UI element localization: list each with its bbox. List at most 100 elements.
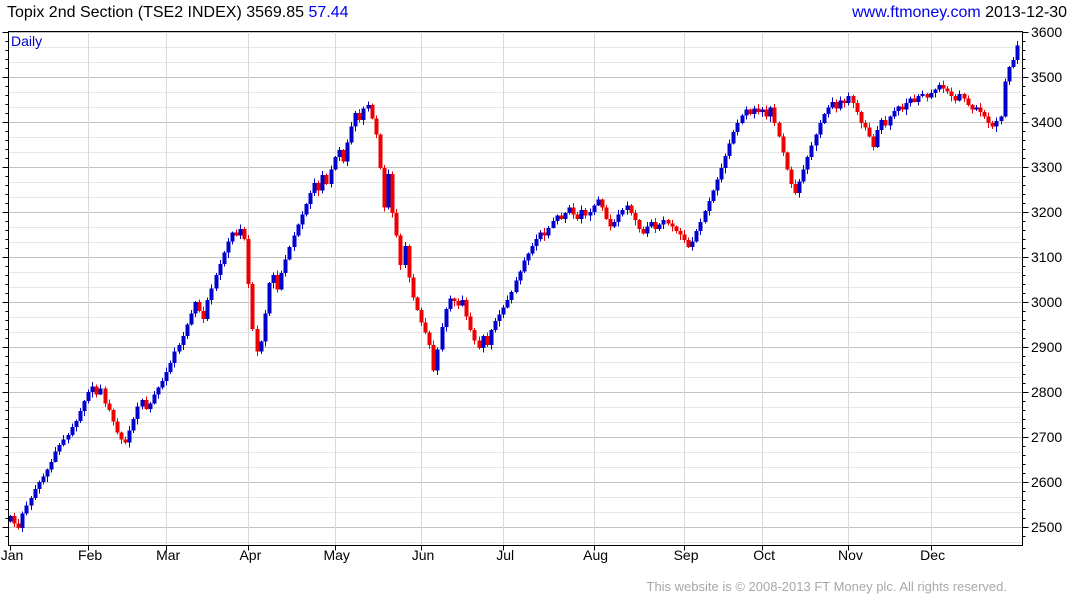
candle-body-down [756,108,761,113]
candle-body-down [559,215,564,219]
candle-body-down [986,116,991,123]
header-right: www.ftmoney.com 2013-12-30 [852,4,1067,22]
candle-body-up [904,103,909,110]
candle-body-up [612,221,617,227]
candle-body-up [292,235,297,248]
candle-body-up [957,94,962,101]
candle-body-up [760,109,765,113]
candle-body-up [33,488,38,498]
y-axis-label: 3300 [1031,159,1062,175]
candle-body-up [24,505,29,514]
y-axis-label: 3500 [1031,69,1062,85]
candle-body-down [871,136,876,147]
site-link[interactable]: www.ftmoney.com [852,4,981,21]
candle-body-down [953,95,958,101]
candle-body-up [66,434,71,440]
candle-body-down [477,340,482,348]
candle-body-up [226,241,231,253]
candle-body-down [119,432,124,440]
candle-body-up [205,299,210,320]
x-axis-month-label: May [323,547,349,563]
candle-body-down [382,167,387,208]
candle-body-down [867,127,872,137]
candle-body-up [538,232,543,239]
candle-body-down [678,230,683,235]
candle-body-down [970,104,975,110]
candle-body-up [518,271,523,281]
candle-body-up [546,227,551,236]
chart-change-value: 57.44 [308,4,349,21]
candle-body-up [361,108,366,120]
candle-body-up [489,329,494,345]
candle-body-up [37,482,42,489]
candle-body-down [107,403,112,410]
candle-body-down [115,421,120,433]
candle-body-up [353,113,358,127]
candle-body-down [653,221,658,230]
x-axis-month-label: Oct [753,547,775,563]
candle-body-up [555,215,560,221]
candle-body-down [316,182,321,191]
candle-body-up [160,380,165,388]
candle-body-up [230,232,235,242]
candle-body-down [966,98,971,105]
candle-body-up [534,239,539,246]
candle-body-up [616,214,621,222]
candle-body-up [70,427,75,435]
candle-body-up [78,410,83,421]
candle-body-down [423,322,428,333]
candle-body-up [493,320,498,330]
candle-body-down [485,335,490,345]
candle-body-up [929,92,934,98]
candle-body-up [896,106,901,111]
candle-body-up [189,313,194,325]
x-axis-month-label: Jan [1,547,24,563]
candle-body-up [711,190,716,201]
candle-body-down [250,284,255,329]
candle-body-up [460,299,465,306]
candle-body-up [177,344,182,352]
x-axis-month-label: Mar [156,547,180,563]
candle-body-up [592,205,597,212]
candle-body-up [140,400,145,407]
candle-body-down [431,344,436,371]
candle-body-up [287,247,292,260]
candle-body-up [625,205,630,210]
x-axis-month-label: Jun [412,547,435,563]
candle-body-down [415,297,420,311]
candle-body-up [271,275,276,284]
x-axis-month-label: Dec [920,547,945,563]
y-axis-label: 3000 [1031,294,1062,310]
candle-body-up [337,149,342,158]
candle-body-up [308,193,313,204]
candle-body-down [772,107,777,123]
candle-body-down [962,94,967,99]
candle-body-down [427,332,432,345]
candle-body-down [912,98,917,102]
candle-body-up [888,116,893,126]
candle-body-down [234,232,239,236]
candle-body-up [620,209,625,215]
candle-body-down [407,245,412,278]
candle-body-up [703,211,708,222]
candle-body-down [370,104,375,119]
candle-body-down [859,112,864,123]
candle-body-down [94,386,99,395]
candle-body-up [320,175,325,191]
candle-body-down [941,85,946,89]
candle-body-down [144,400,149,410]
candle-body-up [345,142,350,162]
candle-body-up [838,100,843,109]
candle-body-down [748,109,753,114]
candle-body-up [830,101,835,108]
candle-body-down [982,112,987,117]
candle-body-up [579,209,584,219]
candle-body-down [341,149,346,162]
candle-body-up [818,122,823,135]
y-axis-label: 2600 [1031,474,1062,490]
candle-body-up [567,207,572,213]
candle-body-down [197,302,202,311]
candle-body-up [596,199,601,206]
candle-body-up [501,307,506,315]
chart-title-text: Topix 2nd Section (TSE2 INDEX) 3569.85 [7,4,309,21]
